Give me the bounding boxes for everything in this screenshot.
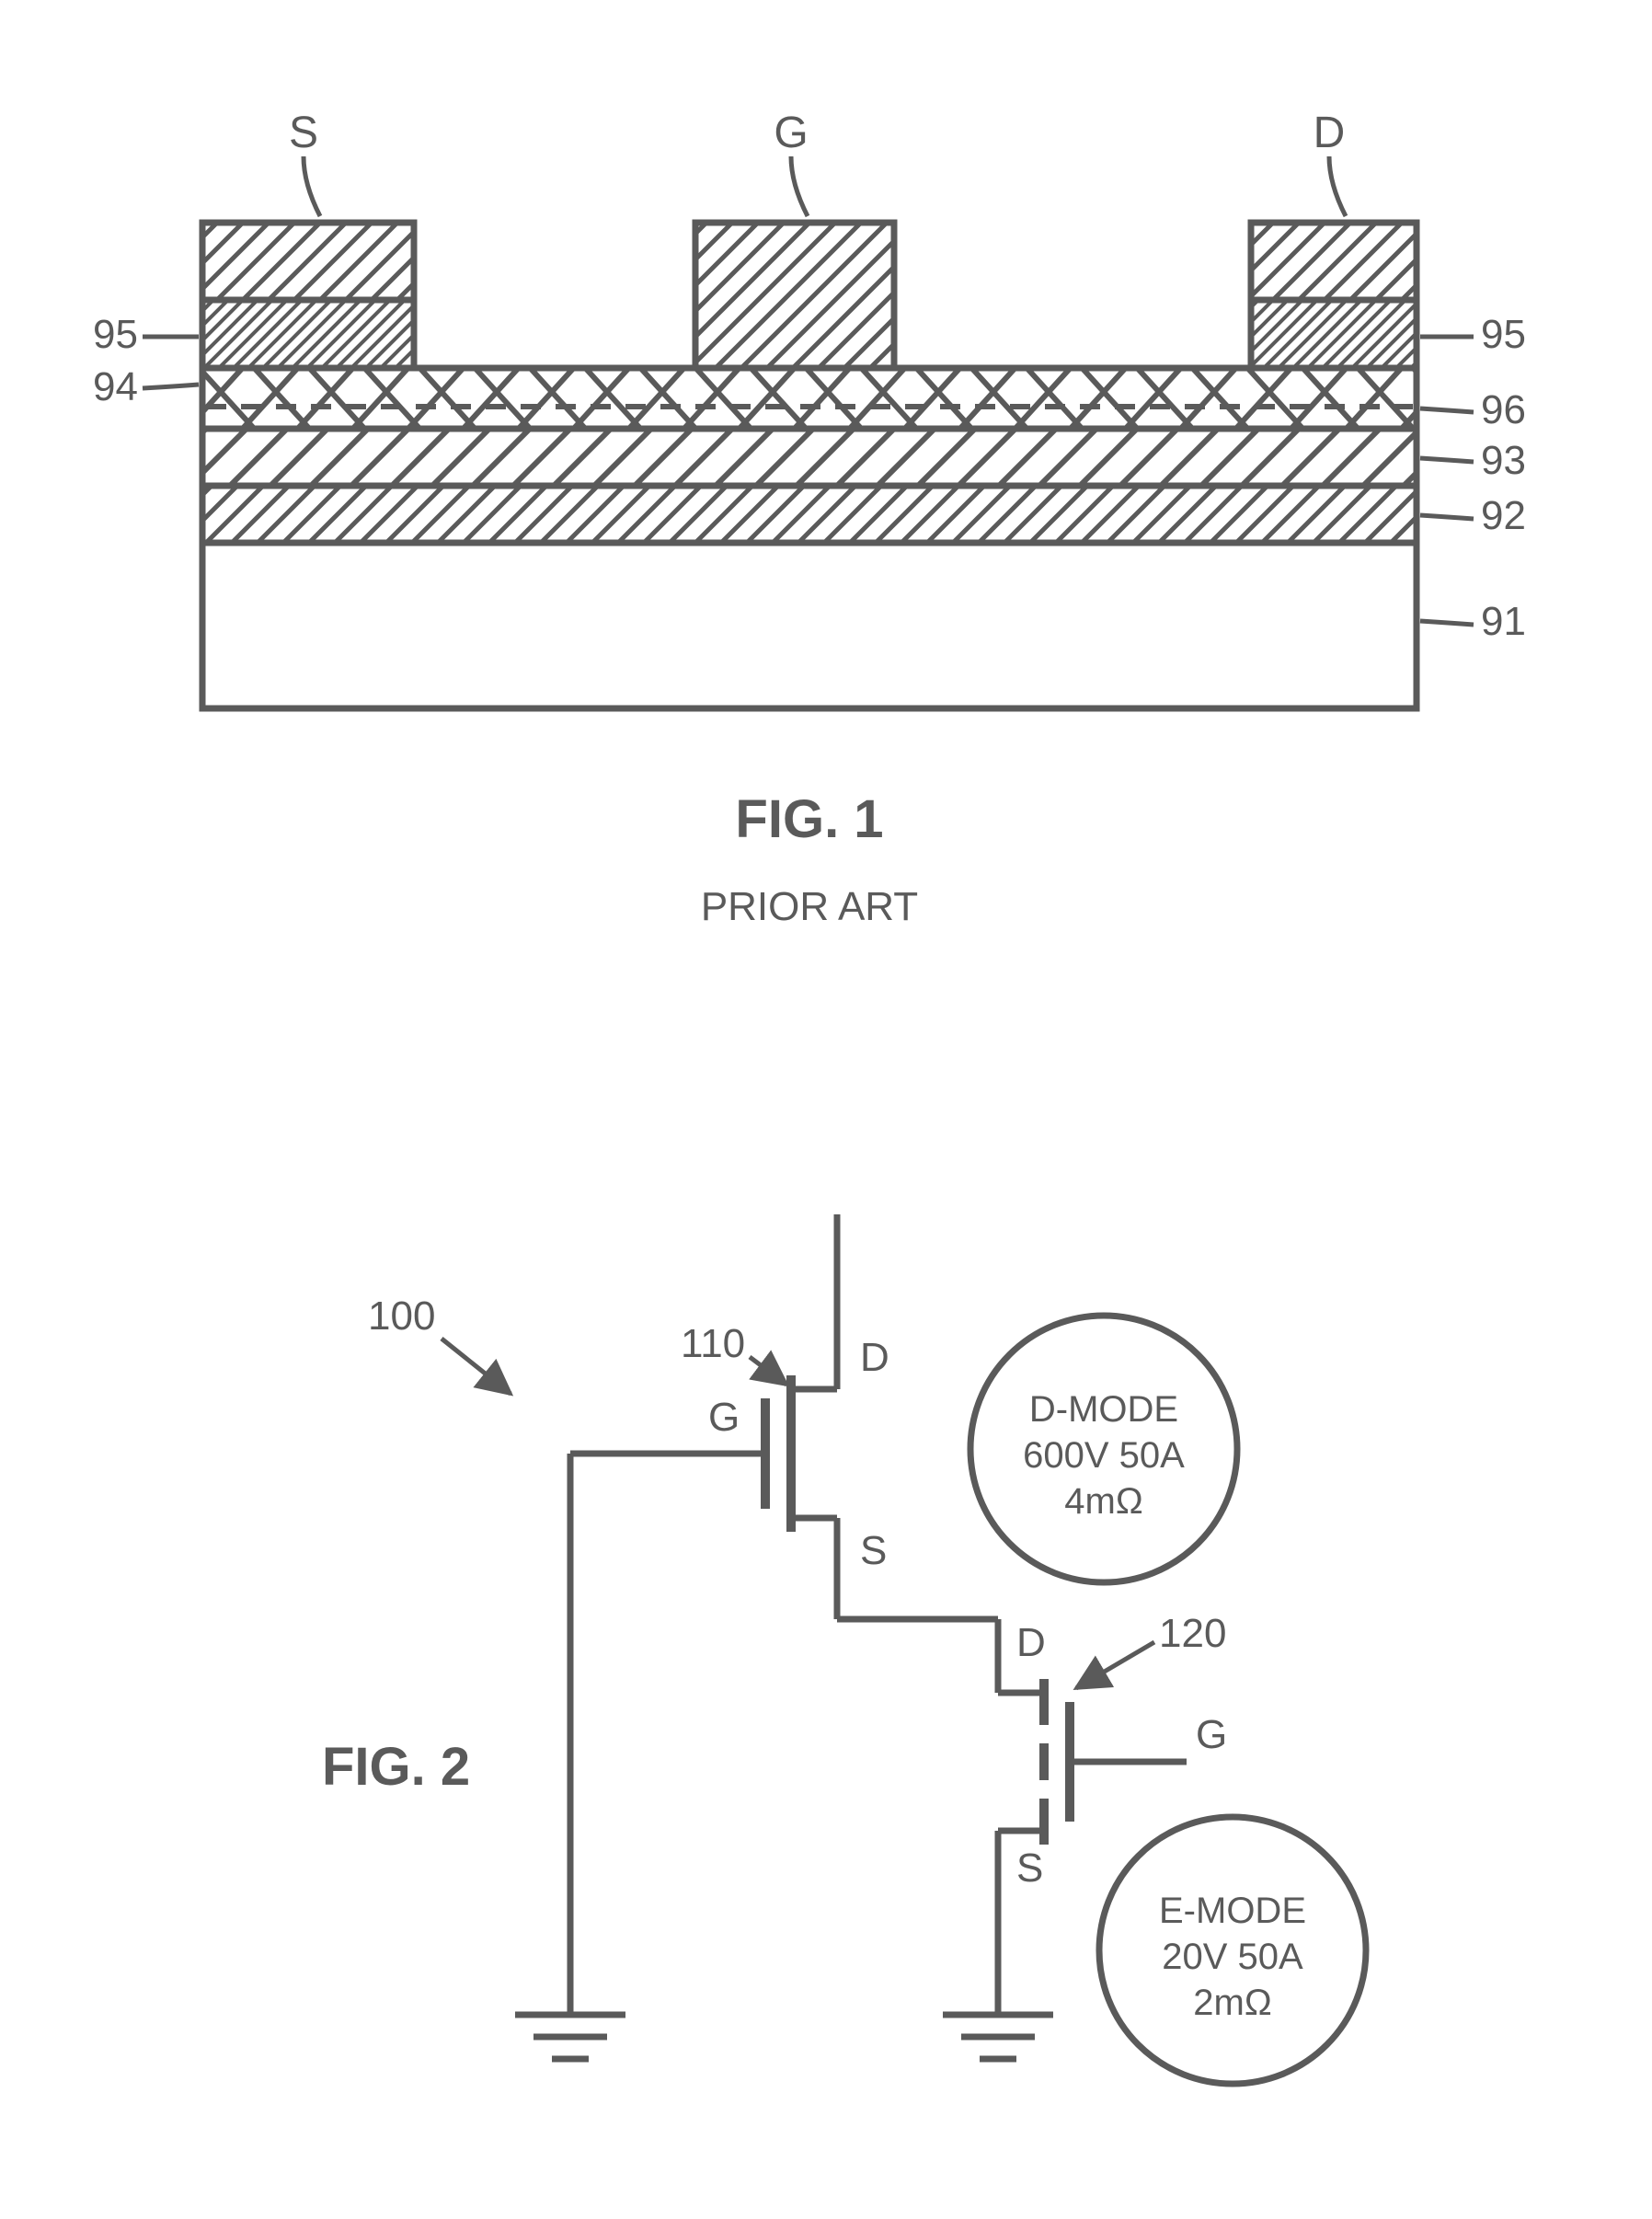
bubble-dmode-line3: 4mΩ bbox=[1064, 1481, 1142, 1522]
lead-S bbox=[304, 156, 320, 216]
layer-95-left bbox=[202, 300, 414, 368]
bubble-emode-line1: E-MODE bbox=[1159, 1891, 1306, 1931]
fig1: S G D 95 94 95 96 93 92 91 FIG. 1 PRIOR … bbox=[93, 109, 1526, 929]
layer-93 bbox=[202, 429, 1417, 486]
fig2-caption: FIG. 2 bbox=[322, 1737, 470, 1797]
layer-92 bbox=[202, 486, 1417, 543]
label-95-left: 95 bbox=[93, 312, 138, 357]
lead-D bbox=[1329, 156, 1346, 216]
lead-91 bbox=[1420, 621, 1474, 625]
lead-92 bbox=[1420, 515, 1474, 519]
drain-contact bbox=[1251, 223, 1417, 300]
label-95-right: 95 bbox=[1481, 312, 1526, 357]
lead-94 bbox=[143, 385, 199, 388]
lead-G bbox=[791, 156, 808, 216]
t110-D-label: D bbox=[860, 1335, 889, 1380]
figure-svg: S G D 95 94 95 96 93 92 91 FIG. 1 PRIOR … bbox=[0, 0, 1652, 2219]
lead-96 bbox=[1420, 408, 1474, 412]
t110-G-label: G bbox=[708, 1395, 740, 1440]
label-G: G bbox=[774, 109, 808, 157]
page: S G D 95 94 95 96 93 92 91 FIG. 1 PRIOR … bbox=[0, 0, 1652, 2219]
label-120: 120 bbox=[1159, 1611, 1226, 1656]
fig1-caption: FIG. 1 bbox=[735, 789, 883, 849]
layer-94-chevron bbox=[204, 370, 1415, 427]
lead-110 bbox=[750, 1357, 786, 1385]
fig1-subcaption: PRIOR ART bbox=[701, 884, 918, 929]
layer-95-right bbox=[1251, 300, 1417, 368]
t120-S-label: S bbox=[1016, 1845, 1043, 1891]
bubble-emode-line3: 2mΩ bbox=[1193, 1983, 1271, 2023]
label-92: 92 bbox=[1481, 493, 1526, 538]
ground-left bbox=[515, 2015, 625, 2059]
label-93: 93 bbox=[1481, 438, 1526, 483]
fig2: D G S 110 100 D G S 120 bbox=[322, 1214, 1366, 2084]
transistor-110 bbox=[570, 1362, 837, 1619]
layer-91 bbox=[202, 543, 1417, 708]
bubble-emode-line2: 20V 50A bbox=[1162, 1937, 1303, 1977]
lead-93 bbox=[1420, 458, 1474, 462]
t120-D-label: D bbox=[1016, 1620, 1046, 1665]
ground-right bbox=[943, 2015, 1053, 2059]
source-contact bbox=[202, 223, 414, 300]
label-100: 100 bbox=[368, 1293, 435, 1339]
label-D: D bbox=[1314, 109, 1346, 157]
t110-S-label: S bbox=[860, 1528, 887, 1573]
bubble-dmode-line1: D-MODE bbox=[1029, 1389, 1178, 1430]
label-S: S bbox=[289, 109, 318, 157]
label-96: 96 bbox=[1481, 387, 1526, 432]
lead-100 bbox=[442, 1339, 511, 1394]
label-110: 110 bbox=[681, 1321, 745, 1366]
gate-contact bbox=[695, 223, 894, 368]
t120-G-label: G bbox=[1196, 1712, 1227, 1757]
bubble-dmode-line2: 600V 50A bbox=[1023, 1435, 1185, 1476]
lead-120 bbox=[1076, 1642, 1154, 1688]
label-91: 91 bbox=[1481, 599, 1526, 644]
label-94: 94 bbox=[93, 364, 138, 409]
